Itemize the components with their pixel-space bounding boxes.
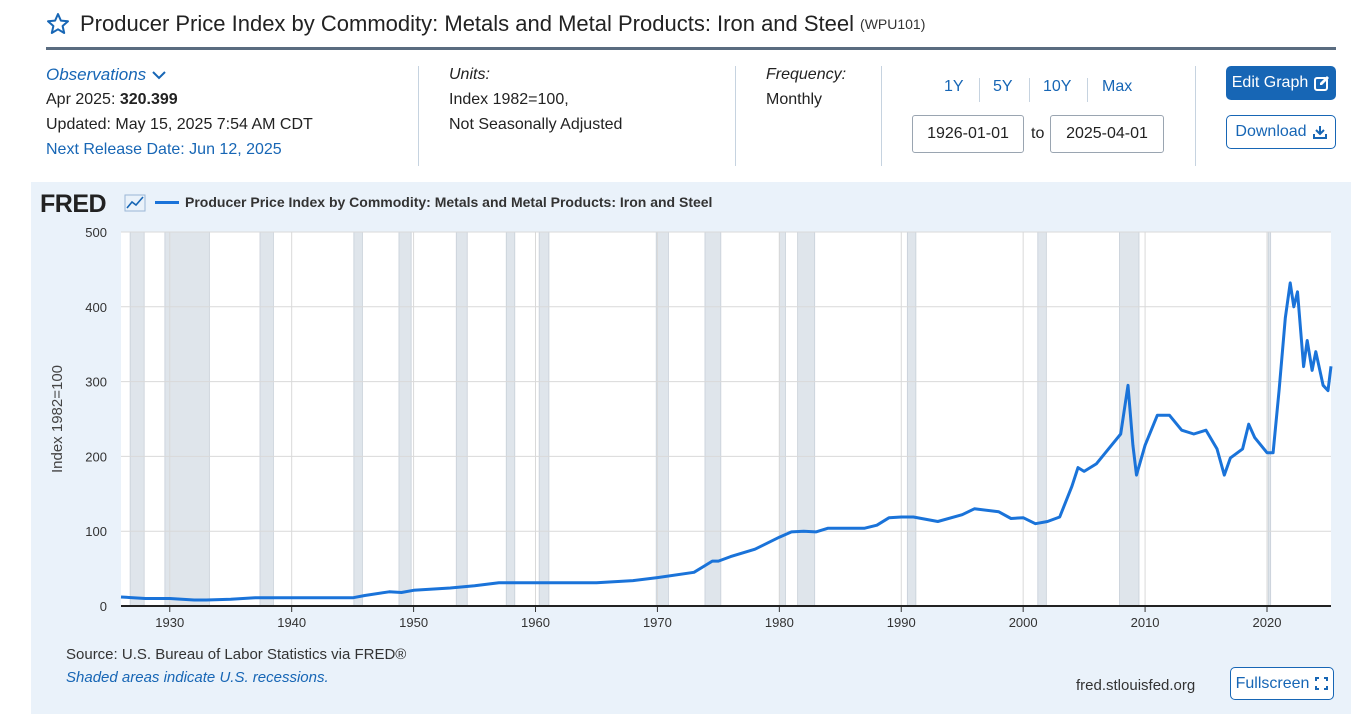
separator [1029,78,1030,102]
range-max-button[interactable]: Max [1102,78,1133,95]
download-button[interactable]: Download [1226,115,1336,149]
recession-band [538,231,550,607]
units-block: Units: Index 1982=100, Not Seasonally Ad… [449,62,622,137]
recession-band [455,231,468,607]
units-line-1: Index 1982=100, [449,91,569,108]
x-tick-label: 1950 [399,615,428,630]
fred-chart-icon [124,194,146,212]
separator [881,66,882,166]
units-label: Units: [449,66,490,83]
recession-band [906,231,917,607]
source-text: Source: U.S. Bureau of Labor Statistics … [66,646,407,663]
latest-date: Apr 2025: [46,91,116,108]
series-line [120,281,1333,602]
x-tick-label: 1990 [887,615,916,630]
legend-label: Producer Price Index by Commodity: Metal… [185,194,713,210]
edit-graph-button[interactable]: Edit Graph [1226,66,1336,100]
recession-band [1037,231,1047,607]
frequency-label: Frequency: [766,66,847,83]
observations-toggle[interactable]: Observations [46,62,313,87]
units-line-2: Not Seasonally Adjusted [449,116,623,133]
y-tick-label: 100 [85,524,107,539]
recession-band [353,231,363,607]
recession-note: Shaded areas indicate U.S. recessions. [66,669,329,686]
frequency-value: Monthly [766,91,823,108]
observations-label: Observations [46,65,147,84]
to-label: to [1031,125,1045,142]
recession-band [1267,231,1272,607]
recession-band [505,231,516,607]
latest-value: 320.399 [119,91,178,108]
title-row: Producer Price Index by Commodity: Metal… [46,9,925,39]
recession-band [797,231,816,607]
star-icon[interactable] [46,12,70,36]
y-tick-label: 0 [100,599,107,614]
chart-legend: Producer Price Index by Commodity: Metal… [155,194,712,210]
latest-observation: Apr 2025: 320.399 [46,87,313,112]
range-10y-button[interactable]: 10Y [1043,78,1072,95]
fred-url[interactable]: fred.stlouisfed.org [1076,677,1196,694]
chevron-down-icon [152,70,166,79]
start-date-input[interactable] [912,115,1024,153]
fullscreen-button[interactable]: Fullscreen [1230,667,1334,700]
end-date-input[interactable] [1050,115,1164,153]
y-tick-label: 400 [85,300,107,315]
x-tick-label: 2000 [1009,615,1038,630]
separator [418,66,419,166]
separator [1087,78,1088,102]
separator [735,66,736,166]
range-5y-button[interactable]: 5Y [993,78,1013,95]
fullscreen-icon [1315,677,1329,690]
fred-logo: FRED [40,190,107,218]
recession-band [778,231,786,607]
download-label: Download [1235,123,1307,140]
plot-area [121,232,1331,606]
frequency-block: Frequency: Monthly [766,62,846,112]
x-tick-label: 1960 [521,615,550,630]
x-tick-label: 2020 [1253,615,1282,630]
range-1y-button[interactable]: 1Y [944,78,964,95]
recession-band [655,231,669,607]
updated-text: Updated: May 15, 2025 7:54 AM CDT [46,116,313,133]
recession-band [704,231,722,607]
separator [1195,66,1196,166]
y-tick-label: 200 [85,449,107,464]
x-tick-label: 1940 [277,615,306,630]
page-title: Producer Price Index by Commodity: Metal… [80,11,855,36]
y-tick-label: 500 [85,225,107,240]
series-id: (WPU101) [860,16,926,32]
y-tick-label: 300 [85,375,107,390]
edit-graph-label: Edit Graph [1231,74,1309,91]
y-axis-label: Index 1982=100 [49,365,66,473]
title-divider [46,47,1336,50]
separator [979,78,980,102]
x-tick-label: 1970 [643,615,672,630]
legend-swatch [155,200,179,204]
recession-band [259,231,274,607]
download-icon [1312,126,1327,139]
x-tick-label: 2010 [1131,615,1160,630]
x-tick-label: 1980 [765,615,794,630]
recession-band [129,231,145,607]
fullscreen-label: Fullscreen [1235,674,1310,692]
next-release-link[interactable]: Next Release Date: Jun 12, 2025 [46,141,282,158]
recession-band [164,231,210,607]
edit-icon [1314,76,1330,91]
x-tick-label: 1930 [155,615,184,630]
recession-band [398,231,412,607]
observations-block: Observations Apr 2025: 320.399 Updated: … [46,62,313,162]
